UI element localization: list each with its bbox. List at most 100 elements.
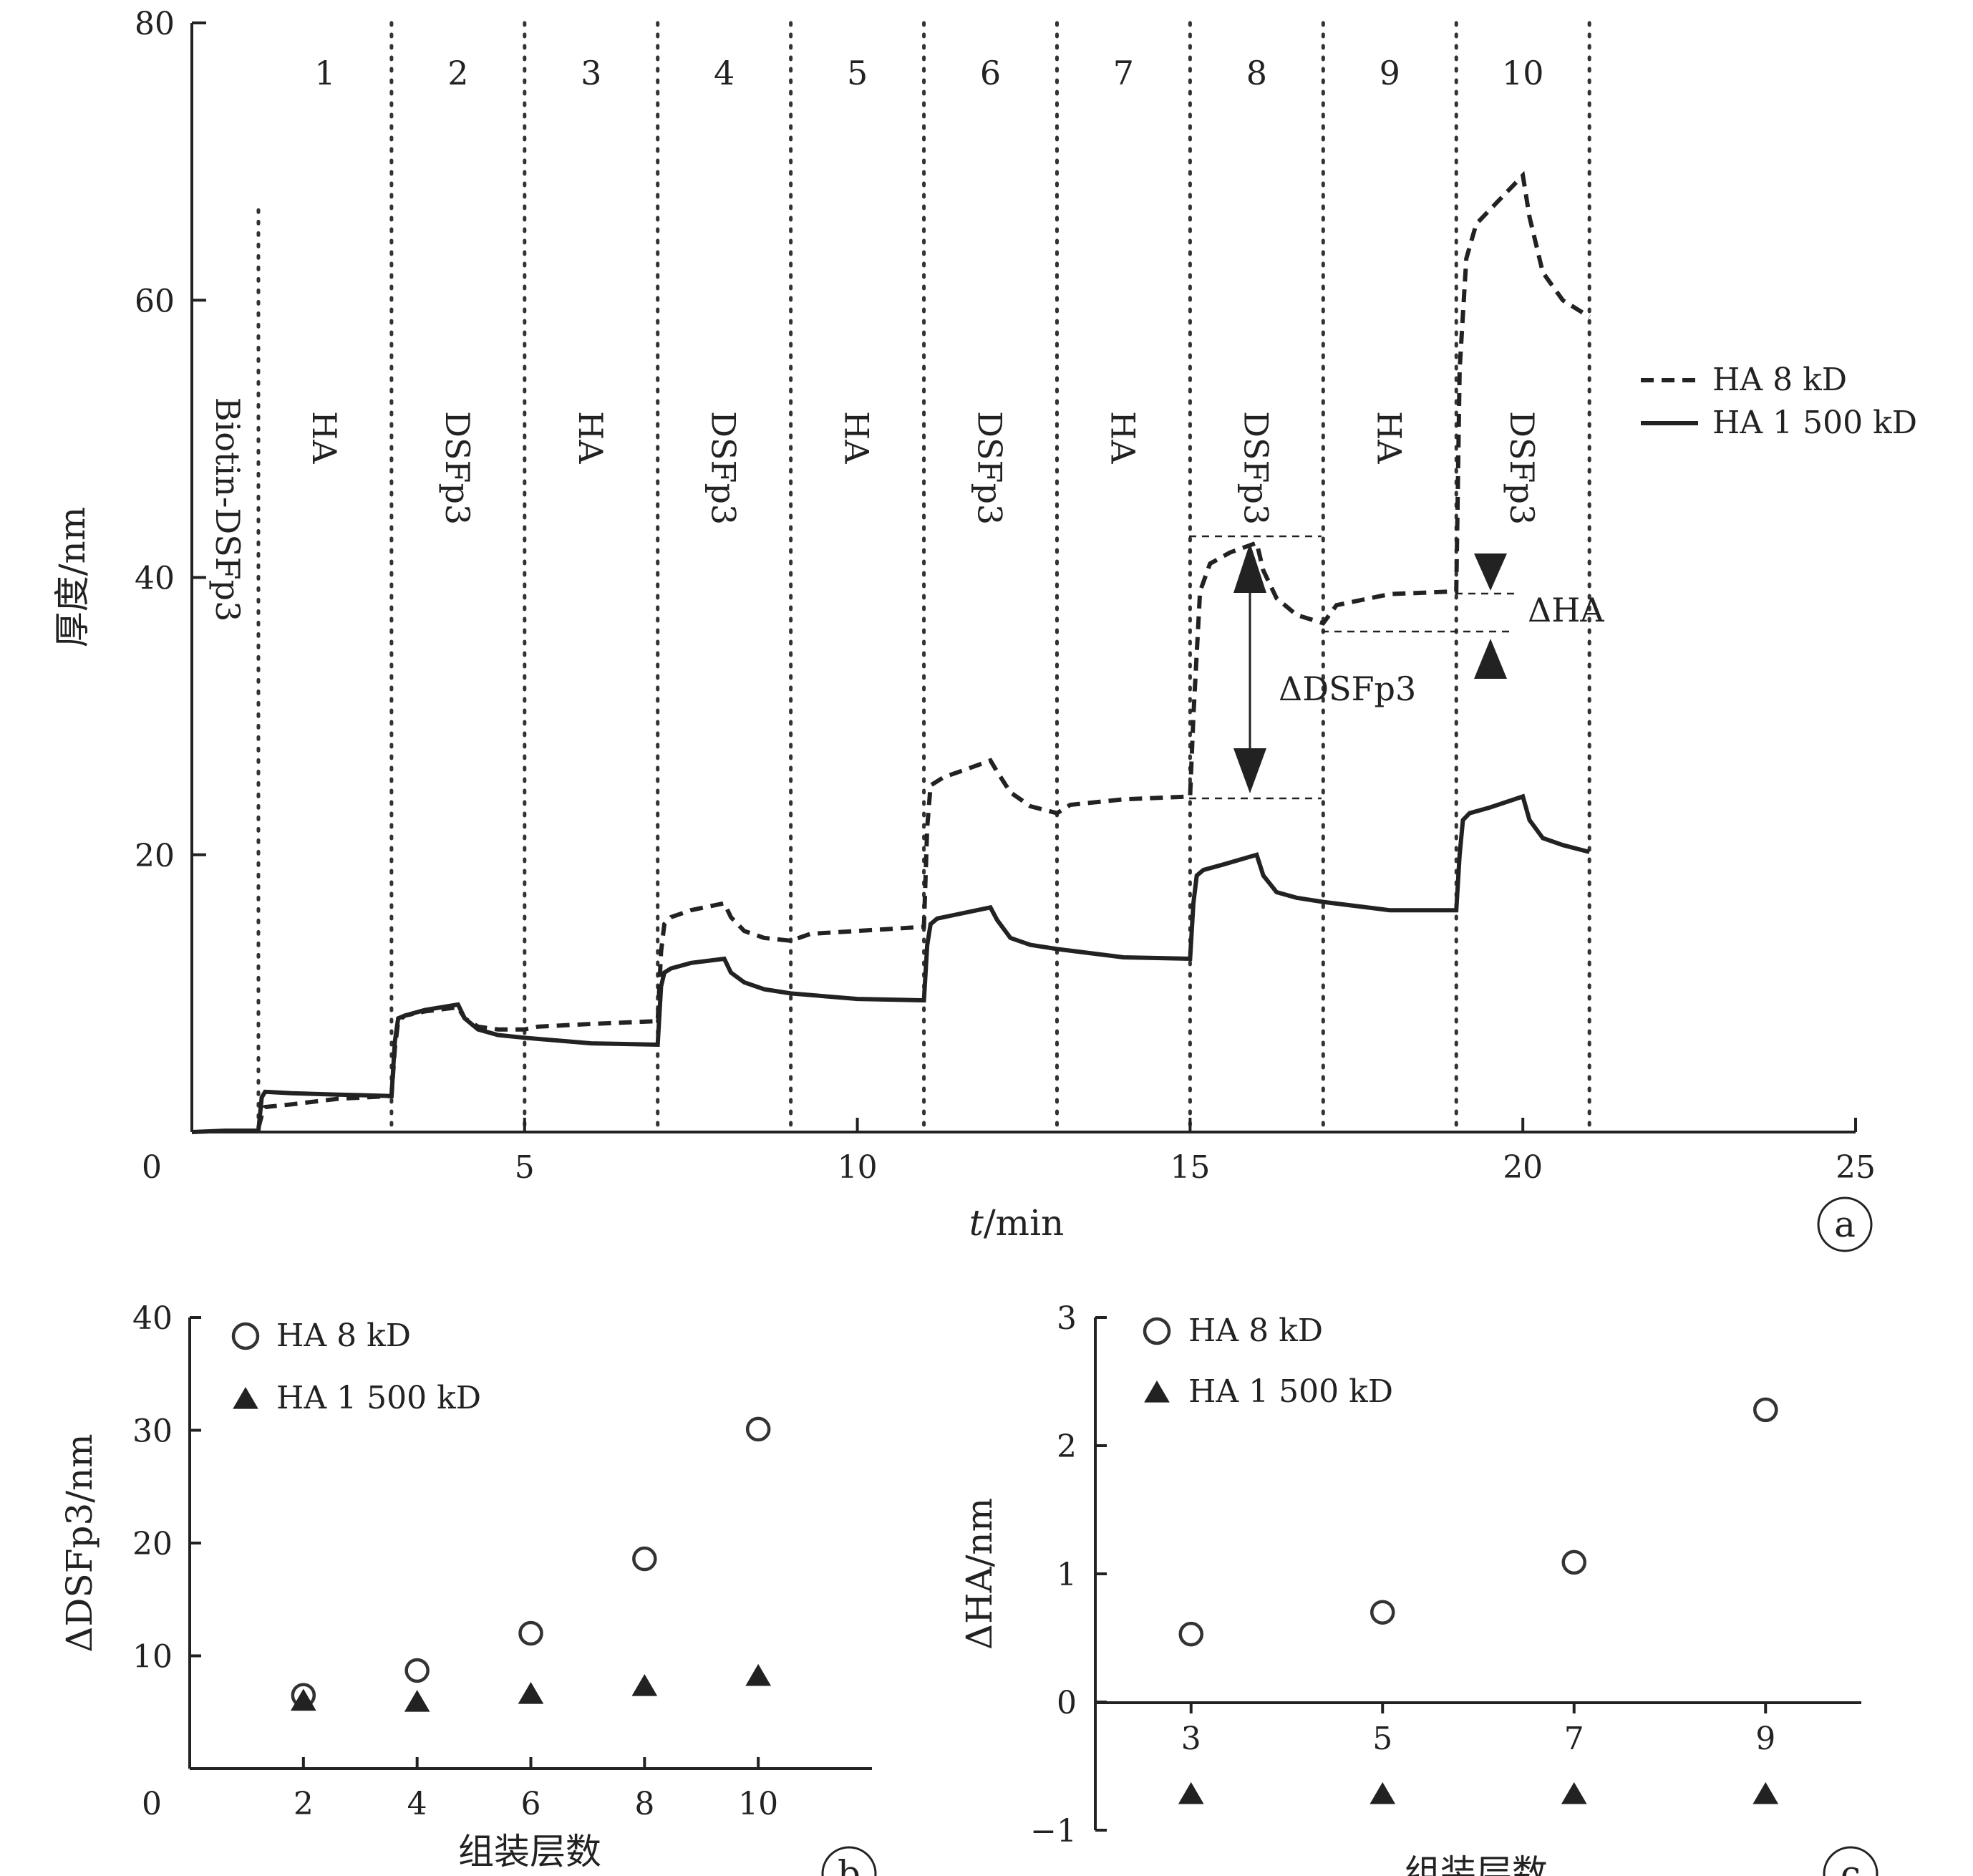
panel-a-label: a <box>1834 1204 1856 1245</box>
step-solution-label: Biotin-DSFp3 <box>208 397 247 622</box>
panel-a-step-boundaries <box>256 21 1591 1134</box>
panel-a-guide-lines: ΔHA ΔDSFp3 <box>1189 535 1604 800</box>
data-point-circle <box>1561 1549 1586 1575</box>
series-ha-1500kd-line <box>191 793 1590 1134</box>
x-tick-label: 10 <box>838 1149 878 1186</box>
data-point-circle <box>404 1658 430 1683</box>
y-tick-label: 40 <box>132 1300 173 1337</box>
panel-c-label-circle <box>1823 1846 1879 1876</box>
step-number: 3 <box>581 54 601 92</box>
legend-label: HA 8 kD <box>1188 1312 1323 1349</box>
delta-dsfp3-annotation: ΔDSFp3 <box>1279 669 1416 708</box>
step-solution-label: HA <box>571 411 610 464</box>
panel-b-scatter-chart: 0 2 4 6 8 10 10 20 30 40 HA 8 kD HA 1 500 kD ΔDSFp… <box>59 1300 877 1876</box>
x-tick-label: 0 <box>142 1149 162 1186</box>
panel-c-points <box>1178 1397 1779 1804</box>
panel-c-label: c <box>1841 1853 1861 1876</box>
x-tick-label: 25 <box>1836 1149 1876 1186</box>
y-tick-label: 30 <box>132 1413 173 1450</box>
data-point-triangle <box>518 1682 544 1704</box>
legend-marker-circle <box>1143 1317 1171 1345</box>
step-number: 2 <box>447 54 468 92</box>
step-solution-label: DSFp3 <box>438 411 477 525</box>
delta-ha-arrow-down <box>1474 553 1507 591</box>
delta-dsfp3-arrow-up <box>1233 543 1266 593</box>
step-solution-label: DSFp3 <box>971 411 1009 525</box>
delta-ha-arrow-up <box>1474 639 1507 679</box>
x-tick-label: 20 <box>1503 1149 1543 1186</box>
panel-b-x-axis-label: 组装层数 <box>458 1831 601 1872</box>
x-tick-label: 10 <box>738 1786 778 1822</box>
step-solution-label: HA <box>1103 411 1142 464</box>
y-tick-label: 3 <box>1057 1300 1077 1337</box>
step-solution-label: DSFp3 <box>1503 411 1541 525</box>
panel-a-legend: HA 8 kD HA 1 500 kD <box>1641 362 1917 441</box>
data-point-circle <box>1370 1600 1395 1625</box>
x-tick-label: 8 <box>634 1786 654 1822</box>
data-point-triangle <box>290 1688 316 1711</box>
step-number: 1 <box>314 54 335 92</box>
panel-a-line-chart: Biotin-DSFp3 1 HA 2 DSFp3 3 HA 4 DSFp3 5 HA 6 DSFp3 7… <box>52 6 1917 1252</box>
panel-c-x-axis-label: 组装层数 <box>1405 1852 1548 1876</box>
y-tick-label: 60 <box>135 283 175 319</box>
data-point-triangle <box>1178 1781 1204 1804</box>
data-point-triangle <box>404 1690 430 1712</box>
x-tick-label: 2 <box>294 1786 314 1822</box>
panel-b-ticks: 0 2 4 6 8 10 10 20 30 40 <box>132 1300 778 1822</box>
legend-label: HA 1 500 kD <box>1712 405 1917 441</box>
y-tick-label: 10 <box>132 1639 173 1676</box>
data-point-circle <box>1753 1397 1778 1423</box>
y-tick-label: 1 <box>1057 1557 1077 1593</box>
data-point-triangle <box>745 1663 772 1686</box>
step-solution-label: HA <box>1370 411 1408 464</box>
legend-label: HA 8 kD <box>1712 362 1847 398</box>
panel-b-points <box>290 1416 772 1712</box>
y-tick-label: 40 <box>135 561 175 597</box>
step-solution-label: HA <box>838 411 876 464</box>
panel-c-scatter-chart: 3 5 7 9 −1 0 1 2 3 HA 8 kD HA 1 500 kD ΔHA/nm 组装层… <box>959 1300 1879 1876</box>
step-solution-label: DSFp3 <box>704 411 743 525</box>
x-tick-label: 7 <box>1564 1721 1584 1757</box>
y-tick-label: 20 <box>132 1526 173 1562</box>
panel-a-label-circle <box>1817 1196 1873 1252</box>
x-tick-label: 5 <box>1372 1721 1392 1757</box>
x-tick-label: 6 <box>521 1786 541 1822</box>
panel-a-series <box>191 170 1591 1134</box>
panel-b-label-circle <box>821 1846 877 1876</box>
step-number: 8 <box>1246 54 1267 92</box>
panel-a-x-axis-unit: /min <box>984 1202 1064 1244</box>
step-solution-label: DSFp3 <box>1236 411 1275 525</box>
step-number: 6 <box>980 54 1001 92</box>
legend-marker-circle <box>231 1322 260 1350</box>
panel-a-y-axis-label: 厚度/nm <box>52 507 93 647</box>
panel-a-x-axis-variable: t <box>969 1202 984 1244</box>
y-tick-label: 20 <box>135 838 175 874</box>
legend-label: HA 1 500 kD <box>1188 1373 1393 1410</box>
data-point-triangle <box>1753 1781 1779 1804</box>
panel-c-ticks: 3 5 7 9 −1 0 1 2 3 <box>1030 1300 1775 1850</box>
panel-b-label: b <box>838 1853 861 1876</box>
data-point-triangle <box>1370 1781 1396 1804</box>
y-tick-label: −1 <box>1030 1813 1077 1850</box>
legend-label: HA 1 500 kD <box>276 1380 481 1416</box>
panel-a-step-labels: Biotin-DSFp3 1 HA 2 DSFp3 3 HA 4 DSFp3 5 HA 6 DSFp3 7… <box>208 54 1543 622</box>
delta-dsfp3-arrow-down <box>1233 748 1266 793</box>
data-point-circle <box>632 1546 657 1572</box>
step-number: 7 <box>1113 54 1134 92</box>
x-tick-label: 15 <box>1170 1149 1210 1186</box>
y-tick-label: 2 <box>1057 1428 1077 1465</box>
step-solution-label: HA <box>305 411 344 464</box>
panel-a-x-axis-label: t/min <box>969 1202 1065 1244</box>
legend-marker-triangle <box>1144 1381 1170 1403</box>
panel-c-y-axis-label: ΔHA/nm <box>959 1498 1000 1650</box>
data-point-circle <box>745 1416 771 1442</box>
panel-b-legend: HA 8 kD HA 1 500 kD <box>231 1317 481 1416</box>
step-number: 9 <box>1380 54 1400 92</box>
legend-marker-triangle <box>233 1387 258 1409</box>
step-number: 10 <box>1502 54 1544 92</box>
data-point-circle <box>518 1620 543 1646</box>
data-point-triangle <box>631 1674 658 1696</box>
x-tick-label: 0 <box>142 1786 162 1822</box>
